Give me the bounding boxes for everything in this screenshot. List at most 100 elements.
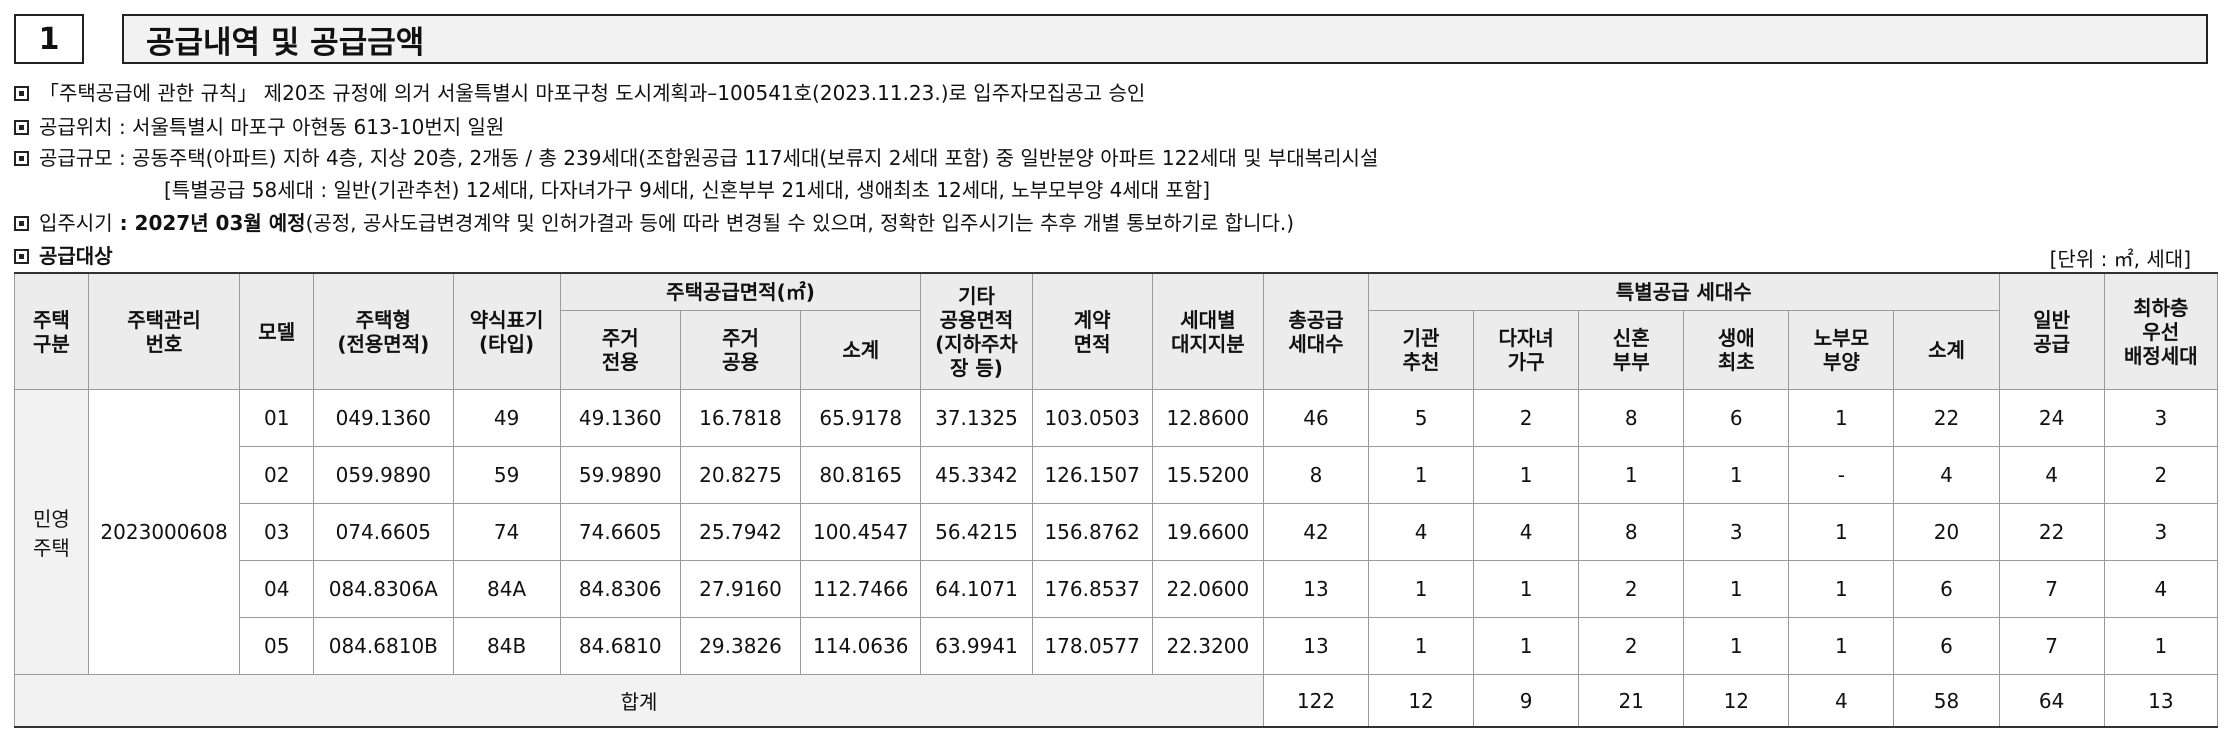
- group-label: 민영 주택: [14, 389, 89, 675]
- header-sp-first: 생애 최초: [1683, 310, 1790, 390]
- header-land-share: 세대별 대지지분: [1151, 272, 1264, 390]
- cell-sub: 100.4547: [800, 503, 922, 561]
- cell-land: 12.8600: [1151, 389, 1264, 447]
- cell-total: 8: [1262, 446, 1370, 504]
- cell-inst: 5: [1368, 389, 1475, 447]
- info-move-in: 입주시기 : 2027년 03월 예정(공정, 공사도급변경계약 및 인허가결과…: [14, 210, 1294, 236]
- header-common: 주거 공용: [679, 310, 802, 390]
- cell-land: 15.5200: [1151, 446, 1264, 504]
- cell-multi: 2: [1473, 389, 1580, 447]
- cell-first: 6: [1683, 389, 1790, 447]
- cell-excl: 84.6810: [559, 617, 681, 675]
- header-supply-area: 주택공급면적(㎡): [559, 272, 922, 311]
- section-header: 1 공급내역 및 공급금액: [14, 14, 2208, 66]
- cell-abbr: 59: [452, 446, 561, 504]
- cell-abbr: 84B: [452, 617, 561, 675]
- cell-land: 22.3200: [1151, 617, 1264, 675]
- cell-other: 63.9941: [920, 617, 1033, 675]
- cell-first: 3: [1683, 503, 1790, 561]
- mgmt-no-cell: 2023000608: [87, 389, 241, 675]
- total-lowest: 13: [2103, 674, 2219, 728]
- header-sp-newly: 신혼 부부: [1578, 310, 1685, 390]
- cell-common: 16.7818: [679, 389, 802, 447]
- cell-parent: 1: [1788, 503, 1895, 561]
- table-row: 03 074.6605 74 74.6605 25.7942 100.4547 …: [15, 503, 2219, 561]
- cell-total: 13: [1262, 617, 1370, 675]
- cell-newly: 1: [1578, 446, 1685, 504]
- header-housing-type: 주택 구분: [14, 272, 89, 390]
- cell-contract: 103.0503: [1031, 389, 1153, 447]
- info-scale: 공급규모 : 공동주택(아파트) 지하 4층, 지상 20층, 2개동 / 총 …: [14, 145, 1378, 171]
- cell-multi: 1: [1473, 446, 1580, 504]
- cell-other: 56.4215: [920, 503, 1033, 561]
- bullet-square-icon: [14, 249, 29, 264]
- cell-model: 03: [239, 503, 315, 561]
- table-row: 05 084.6810B 84B 84.6810 29.3826 114.063…: [15, 617, 2219, 675]
- cell-inst: 1: [1368, 617, 1475, 675]
- cell-multi: 1: [1473, 617, 1580, 675]
- info-location: 공급위치 : 서울특별시 마포구 아현동 613-10번지 일원: [14, 114, 504, 140]
- header-model: 모델: [239, 272, 315, 390]
- info-special-supply: [특별공급 58세대 : 일반(기관추천) 12세대, 다자녀가구 9세대, 신…: [164, 178, 1211, 202]
- cell-contract: 156.8762: [1031, 503, 1153, 561]
- cell-other: 64.1071: [920, 560, 1033, 618]
- cell-common: 20.8275: [679, 446, 802, 504]
- cell-abbr: 49: [452, 389, 561, 447]
- cell-excl: 59.9890: [559, 446, 681, 504]
- cell-parent: 1: [1788, 389, 1895, 447]
- cell-abbr: 84A: [452, 560, 561, 618]
- cell-total: 13: [1262, 560, 1370, 618]
- supply-table: 주택 구분 주택관리 번호 모델 주택형 (전용면적) 약식표기 (타입) 주택…: [14, 272, 2219, 728]
- cell-general: 7: [1998, 560, 2105, 618]
- cell-form: 084.8306A: [313, 560, 454, 618]
- header-contract-area: 계약 면적: [1031, 272, 1153, 390]
- cell-lowest: 4: [2103, 560, 2219, 618]
- cell-lowest: 3: [2103, 389, 2219, 447]
- cell-lowest: 2: [2103, 446, 2219, 504]
- cell-multi: 4: [1473, 503, 1580, 561]
- bullet-square-icon: [14, 151, 29, 166]
- cell-first: 1: [1683, 617, 1790, 675]
- cell-spsub: 6: [1893, 617, 2000, 675]
- total-general: 64: [1998, 674, 2105, 728]
- total-units: 122: [1262, 674, 1370, 728]
- cell-common: 25.7942: [679, 503, 802, 561]
- cell-inst: 4: [1368, 503, 1475, 561]
- cell-model: 05: [239, 617, 315, 675]
- cell-sub: 112.7466: [800, 560, 922, 618]
- cell-total: 42: [1262, 503, 1370, 561]
- cell-parent: 1: [1788, 560, 1895, 618]
- total-newly: 21: [1578, 674, 1685, 728]
- bullet-square-icon: [14, 216, 29, 231]
- cell-model: 02: [239, 446, 315, 504]
- cell-abbr: 74: [452, 503, 561, 561]
- total-label: 합계: [14, 674, 1264, 728]
- cell-form: 059.9890: [313, 446, 454, 504]
- header-other-common: 기타 공용면적 (지하주차 장 등): [920, 272, 1033, 390]
- header-abbrev: 약식표기 (타입): [452, 272, 561, 390]
- bullet-square-icon: [14, 120, 29, 135]
- cell-form: 084.6810B: [313, 617, 454, 675]
- header-subtotal: 소계: [800, 310, 922, 390]
- total-parent: 4: [1788, 674, 1895, 728]
- cell-inst: 1: [1368, 446, 1475, 504]
- total-spsub: 58: [1893, 674, 2000, 728]
- header-sp-subtotal: 소계: [1893, 310, 2000, 390]
- cell-sub: 65.9178: [800, 389, 922, 447]
- cell-common: 29.3826: [679, 617, 802, 675]
- cell-spsub: 20: [1893, 503, 2000, 561]
- cell-common: 27.9160: [679, 560, 802, 618]
- header-sp-inst: 기관 추천: [1368, 310, 1475, 390]
- cell-sub: 114.0636: [800, 617, 922, 675]
- cell-parent: 1: [1788, 617, 1895, 675]
- cell-general: 22: [1998, 503, 2105, 561]
- cell-contract: 126.1507: [1031, 446, 1153, 504]
- total-first: 12: [1683, 674, 1790, 728]
- cell-other: 37.1325: [920, 389, 1033, 447]
- total-inst: 12: [1368, 674, 1475, 728]
- section-title: 공급내역 및 공급금액: [122, 14, 2208, 64]
- cell-form: 074.6605: [313, 503, 454, 561]
- header-excl: 주거 전용: [559, 310, 681, 390]
- cell-general: 4: [1998, 446, 2105, 504]
- cell-spsub: 22: [1893, 389, 2000, 447]
